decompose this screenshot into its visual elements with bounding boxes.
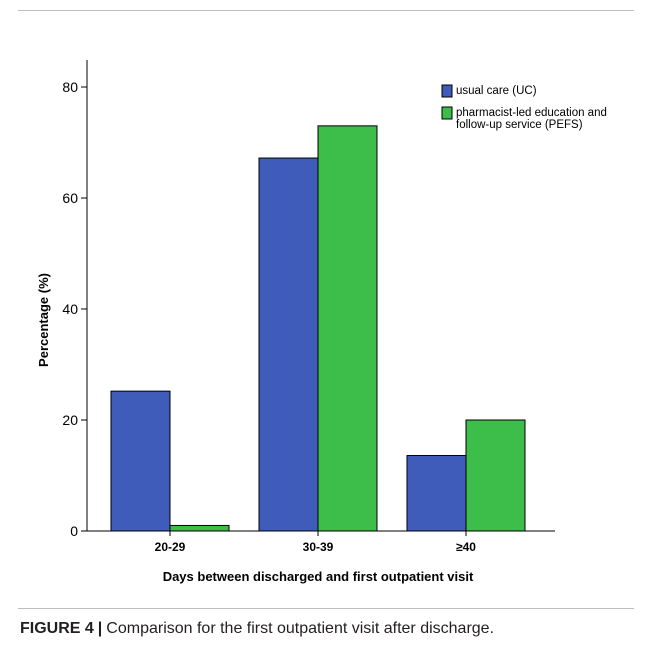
chart-bars	[110, 125, 526, 532]
bottom-rule	[18, 608, 634, 609]
bar	[110, 390, 171, 532]
legend-swatch	[441, 84, 453, 98]
bar	[317, 125, 378, 532]
top-rule	[18, 10, 634, 11]
y-tick-label: 60	[62, 190, 78, 206]
x-tick-label: ≥40	[456, 540, 476, 554]
y-tick-label: 20	[62, 412, 78, 428]
bar	[465, 419, 526, 532]
y-tick-label: 0	[70, 523, 78, 539]
legend-swatch	[441, 106, 453, 120]
chart-legend: usual care (UC) pharmacist-led education …	[441, 84, 607, 131]
bar	[406, 455, 467, 532]
x-axis-label: Days between discharged and first outpat…	[163, 569, 474, 584]
y-tick-label: 80	[62, 79, 78, 95]
figure-label: FIGURE 4	[20, 620, 94, 637]
y-axis-label: Percentage (%)	[36, 273, 51, 367]
caption-separator: |	[97, 620, 103, 637]
legend-label: pharmacist-led education and	[456, 107, 607, 119]
x-tick-label: 30-39	[303, 540, 334, 554]
bar-chart: 20-29 30-39 ≥40 0 20 40 60 80 Percentage (%) D…	[36, 60, 607, 584]
y-tick-label: 40	[62, 301, 78, 317]
caption-text: Comparison for the first outpatient visi…	[106, 620, 495, 637]
legend-label: usual care (UC)	[456, 85, 537, 97]
legend-label: follow-up service (PEFS)	[456, 119, 583, 131]
x-tick-label: 20-29	[155, 540, 186, 554]
figure-caption: FIGURE 4 | Comparison for the first outpat…	[20, 620, 494, 638]
x-tick-labels: 20-29 30-39 ≥40	[155, 531, 476, 554]
bar	[258, 157, 319, 532]
bar	[169, 524, 230, 532]
y-tick-labels: 0 20 40 60 80	[62, 79, 87, 539]
